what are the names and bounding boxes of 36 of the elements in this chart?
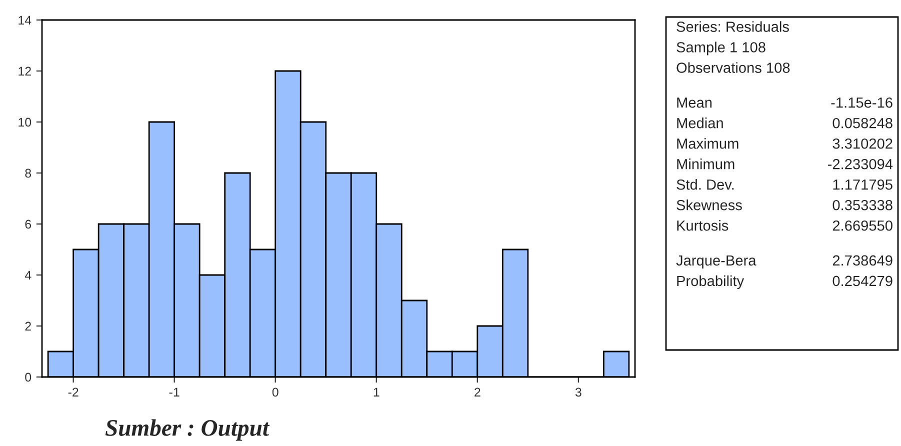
text: Jarque-Bera	[676, 255, 756, 268]
y-tick-label: 10	[18, 118, 32, 127]
text: -1.15e-16	[831, 97, 892, 108]
x-tick-label: 2	[474, 388, 480, 396]
x-tick-label: -1	[169, 388, 180, 396]
y-tick-label: 12	[18, 66, 31, 76]
text: 1.171795	[833, 179, 892, 190]
text: Probability	[677, 275, 744, 289]
text: 2.738649	[832, 255, 892, 266]
text: Median	[677, 118, 723, 128]
x-tick-label: -2	[68, 388, 78, 396]
y-tick-label: 14	[18, 16, 32, 25]
text: 0.058248	[832, 118, 892, 128]
text: Std. Dev.	[676, 179, 734, 190]
text: Maximum	[677, 138, 738, 149]
text: Mean	[677, 98, 712, 108]
x-tick-label: 0	[272, 388, 278, 397]
text: 3.310202	[832, 138, 892, 149]
text: Sample 1 108	[676, 42, 766, 56]
text: Kurtosis	[677, 220, 728, 231]
text: -2.233094	[828, 158, 893, 170]
text: Observations 108	[676, 62, 790, 73]
y-tick-label: 8	[25, 168, 32, 178]
text: Minimum	[677, 158, 734, 170]
text: Series: Residuals	[676, 21, 789, 32]
y-tick-label: 4	[24, 270, 32, 280]
text: 2.669550	[832, 220, 892, 231]
text: Sumber : Output	[105, 419, 270, 441]
text: 0.353338	[832, 200, 892, 210]
text: Skewness	[676, 200, 742, 210]
y-tick-label: 6	[25, 220, 32, 229]
x-tick-label: 1	[374, 388, 380, 396]
x-tick-label: 3	[575, 388, 582, 397]
y-tick-label: 2	[25, 322, 31, 331]
text: 0.254279	[832, 276, 892, 286]
y-tick-label: 0	[25, 372, 32, 382]
